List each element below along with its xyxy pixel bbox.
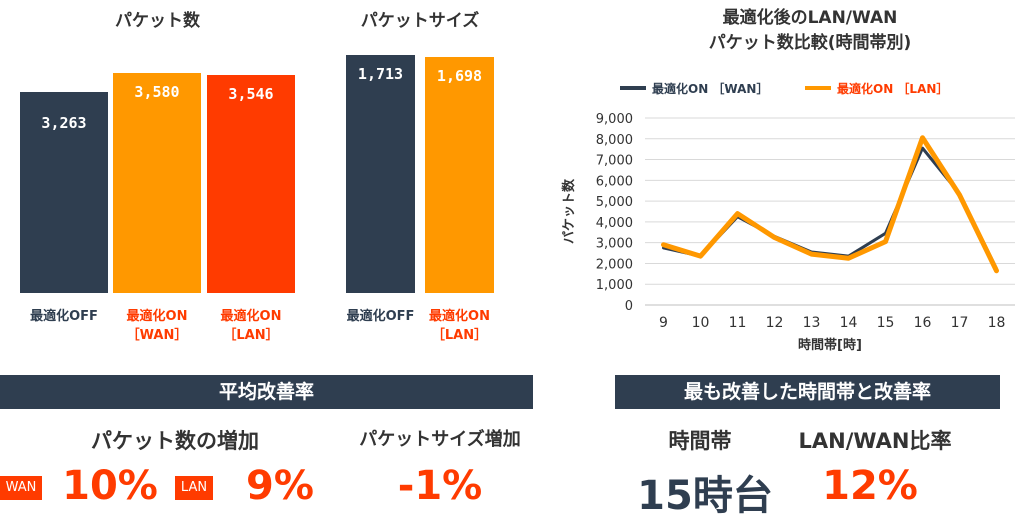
category-label: 最適化ON ［LAN］ bbox=[197, 307, 305, 345]
lan-wan-ratio-value: 12% bbox=[822, 463, 918, 509]
packet-size-increase-heading: パケットサイズ増加 bbox=[359, 429, 521, 450]
line-chart-title-line-1: 最適化後のLAN/WAN bbox=[722, 8, 898, 28]
y-tick-label: 1,000 bbox=[596, 278, 633, 293]
wan-badge: WAN bbox=[0, 476, 42, 500]
category-label-line: ［WAN］ bbox=[126, 328, 188, 343]
bar-bars1-0 bbox=[20, 92, 108, 293]
bar-value-label: 3,546 bbox=[228, 85, 274, 104]
best-time-banner: 最も改善した時間帯と改善率 bbox=[615, 375, 1000, 409]
y-tick-label: 4,000 bbox=[596, 216, 633, 231]
x-tick-label: 14 bbox=[840, 315, 858, 331]
wan-increase-value: 10% bbox=[62, 463, 158, 509]
x-tick-label: 11 bbox=[729, 315, 747, 331]
category-label: 最適化OFF bbox=[336, 307, 425, 326]
lan-increase-value: 9% bbox=[246, 463, 314, 509]
packet-count-chart-title: パケット数 bbox=[115, 11, 200, 31]
bar-value-label: 3,580 bbox=[134, 83, 180, 101]
lan-badge: LAN bbox=[175, 476, 213, 500]
bar-value-label: 1,713 bbox=[357, 65, 404, 83]
category-label-line: 最適化ON bbox=[220, 309, 282, 324]
category-label-line: 最適化ON bbox=[429, 309, 490, 324]
y-tick-label: 5,000 bbox=[596, 195, 633, 210]
x-tick-label: 12 bbox=[766, 315, 784, 331]
category-label-line: ［LAN］ bbox=[223, 328, 279, 343]
y-tick-label: 9,000 bbox=[596, 112, 633, 127]
packet-count-increase-heading: パケット数の増加 bbox=[91, 429, 259, 453]
bar-bars2-1 bbox=[425, 57, 494, 293]
line-chart-title: 最適化後のLAN/WAN パケット数比較(時間帯別) bbox=[600, 6, 1020, 56]
legend-label: 最適化ON ［LAN］ bbox=[837, 81, 948, 96]
average-improvement-banner: 平均改善率 bbox=[0, 375, 533, 409]
legend-label: 最適化ON ［WAN］ bbox=[652, 81, 768, 96]
y-tick-label: 6,000 bbox=[596, 174, 633, 189]
x-tick-label: 17 bbox=[951, 315, 969, 331]
x-tick-label: 9 bbox=[659, 315, 668, 331]
bar-value-label: 1,698 bbox=[436, 67, 483, 86]
x-tick-label: 18 bbox=[988, 315, 1006, 331]
time-slot-value: 15時台 bbox=[637, 473, 773, 519]
category-label-line: ［LAN］ bbox=[431, 328, 488, 343]
bar-bars1-1 bbox=[113, 73, 201, 293]
category-label: 最適化ON ［LAN］ bbox=[415, 307, 504, 345]
line-chart-title-line-2: パケット数比較(時間帯別) bbox=[708, 33, 912, 53]
x-tick-label: 10 bbox=[692, 315, 710, 331]
y-tick-label: 2,000 bbox=[596, 257, 633, 272]
y-tick-label: 0 bbox=[625, 299, 633, 314]
x-tick-label: 15 bbox=[877, 315, 895, 331]
bar-bars1-2 bbox=[207, 75, 295, 293]
packet-size-chart-title: パケットサイズ bbox=[360, 11, 480, 31]
series-line-1 bbox=[661, 135, 999, 274]
bar-bars2-0 bbox=[346, 55, 415, 293]
series-line-0 bbox=[662, 146, 998, 271]
category-label: 最適化ON ［WAN］ bbox=[103, 307, 211, 345]
time-slot-heading: 時間帯 bbox=[668, 429, 732, 453]
category-label-line: 最適化OFF bbox=[346, 309, 415, 324]
lan-wan-ratio-heading: LAN/WAN比率 bbox=[798, 429, 952, 453]
x-tick-label: 13 bbox=[803, 315, 821, 331]
line-chart: 0 1,000 2,000 3,000 4,000 5,000 6,000 7,000 8,00… bbox=[561, 81, 1015, 353]
packet-size-increase-value: -1% bbox=[397, 463, 483, 509]
category-label: 最適化OFF bbox=[10, 307, 118, 326]
x-tick-label: 16 bbox=[914, 315, 932, 331]
bar-value-label: 3,263 bbox=[41, 114, 87, 133]
y-tick-label: 8,000 bbox=[596, 133, 633, 148]
y-axis-title: パケット数 bbox=[561, 178, 577, 244]
x-axis-title: 時間帯[時] bbox=[798, 337, 862, 353]
category-label-line: 最適化OFF bbox=[30, 309, 98, 324]
y-tick-label: 3,000 bbox=[596, 237, 633, 252]
category-label-line: 最適化ON bbox=[126, 309, 188, 324]
y-tick-label: 7,000 bbox=[596, 154, 633, 169]
